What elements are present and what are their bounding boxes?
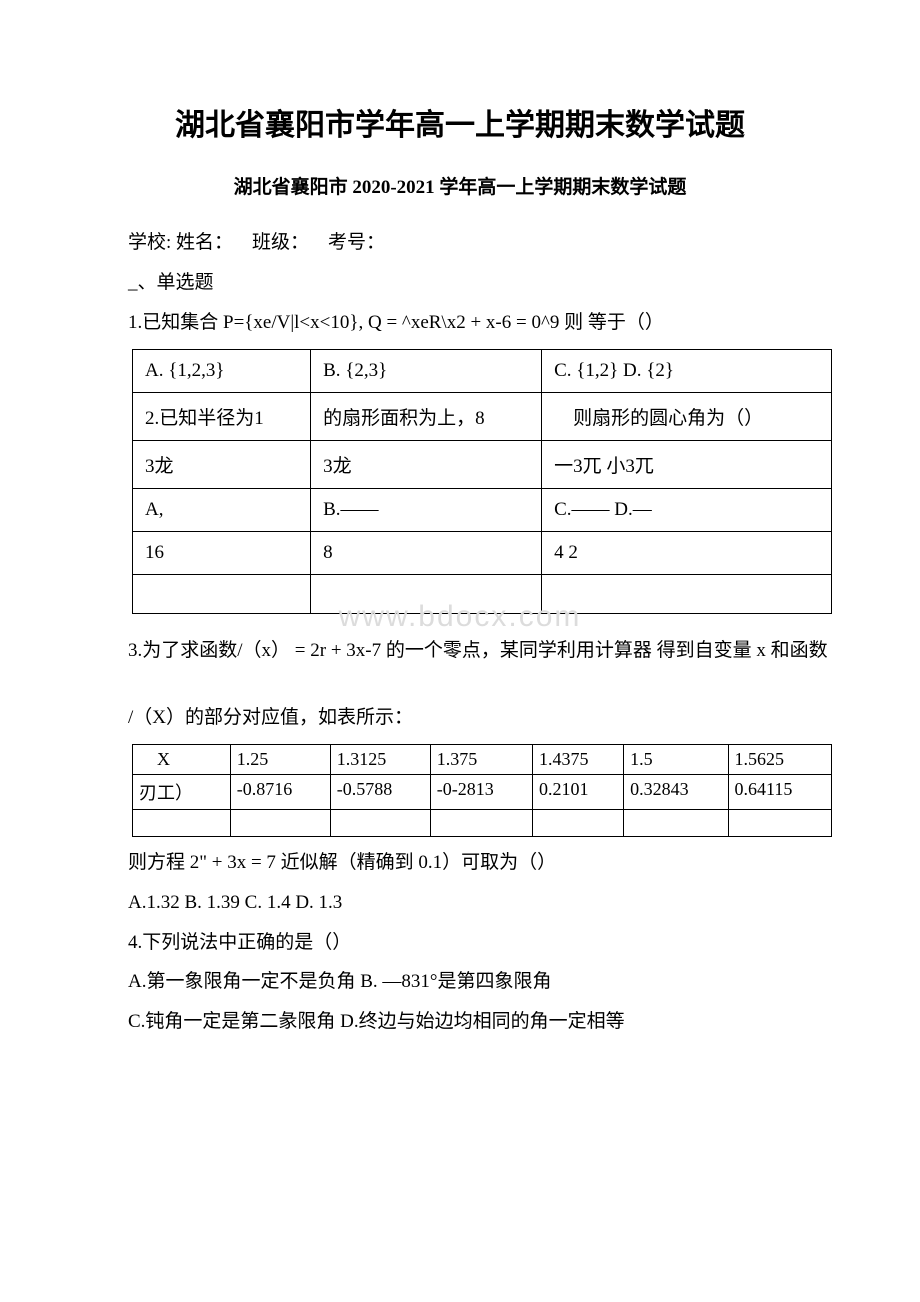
cell: 的扇形面积为上，8 [311, 392, 542, 440]
cell: C. {1,2} D. {2} [542, 349, 832, 392]
cell: -0-2813 [430, 774, 532, 809]
cell: 1.25 [230, 744, 330, 774]
table-1: A. {1,2,3} B. {2,3} C. {1,2} D. {2} 2.已知… [132, 349, 832, 614]
question-3a: 3.为了求函数/（x） = 2r + 3x-7 的一个零点，某同学利用计算器 得… [90, 634, 830, 668]
cell: 1.5 [624, 744, 728, 774]
cell: 1.3125 [330, 744, 430, 774]
cell: 2.已知半径为1 [133, 392, 311, 440]
table-row: A, B.—— C.—— D.— [133, 488, 832, 531]
cell: 3龙 [311, 440, 542, 488]
table-row [133, 809, 832, 836]
table-row: A. {1,2,3} B. {2,3} C. {1,2} D. {2} [133, 349, 832, 392]
cell: 4 2 [542, 531, 832, 574]
cell [330, 809, 430, 836]
table-row: X 1.25 1.3125 1.375 1.4375 1.5 1.5625 [133, 744, 832, 774]
page-subtitle: 湖北省襄阳市 2020-2021 学年高一上学期期末数学试题 [90, 172, 830, 199]
cell: -0.5788 [330, 774, 430, 809]
cell: X [133, 744, 231, 774]
cell: 一3兀 小3兀 [542, 440, 832, 488]
cell: 1.5625 [728, 744, 831, 774]
cell [133, 809, 231, 836]
cell: A, [133, 488, 311, 531]
cell: B.—— [311, 488, 542, 531]
question-3c: 则方程 2" + 3x = 7 近似解（精确到 0.1）可取为（） [90, 843, 830, 883]
table-2: X 1.25 1.3125 1.375 1.4375 1.5 1.5625 刃工… [132, 744, 832, 837]
cell: 1.4375 [532, 744, 623, 774]
cell [230, 809, 330, 836]
cell: B. {2,3} [311, 349, 542, 392]
question-4c: C.钝角一定是第二彖限角 D.终边与始边均相同的角一定相等 [90, 1002, 830, 1042]
cell [532, 809, 623, 836]
cell: A. {1,2,3} [133, 349, 311, 392]
question-4b: A.第一象限角一定不是负角 B. —831°是第四象限角 [90, 962, 830, 1002]
cell: -0.8716 [230, 774, 330, 809]
table-row: 16 8 4 2 [133, 531, 832, 574]
page-title: 湖北省襄阳市学年高一上学期期末数学试题 [90, 100, 830, 144]
cell: 8 [311, 531, 542, 574]
question-4a: 4.下列说法中正确的是（） [90, 923, 830, 963]
cell: 0.32843 [624, 774, 728, 809]
cell: 16 [133, 531, 311, 574]
cell: C.—— D.— [542, 488, 832, 531]
question-1: 1.已知集合 P={xe/V|l<x<10}, Q = ^xeR\x2 + x-… [90, 303, 830, 343]
cell [624, 809, 728, 836]
cell [430, 809, 532, 836]
question-3b: /（X）的部分对应值，如表所示： [90, 698, 830, 738]
question-3d: A.1.32 B. 1.39 C. 1.4 D. 1.3 [90, 883, 830, 923]
info-line: 学校: 姓名： 班级： 考号： [90, 223, 830, 263]
table-row: 2.已知半径为1 的扇形面积为上，8 则扇形的圆心角为（） [133, 392, 832, 440]
cell: 0.2101 [532, 774, 623, 809]
cell: 则扇形的圆心角为（） [542, 392, 832, 440]
cell: 3龙 [133, 440, 311, 488]
table-row: 刃工） -0.8716 -0.5788 -0-2813 0.2101 0.328… [133, 774, 832, 809]
cell: 刃工） [133, 774, 231, 809]
cell [728, 809, 831, 836]
watermark: www.bdocx.com [90, 600, 830, 634]
cell: 1.375 [430, 744, 532, 774]
cell: 0.64115 [728, 774, 831, 809]
section-heading: _、单选题 [90, 263, 830, 303]
table-row: 3龙 3龙 一3兀 小3兀 [133, 440, 832, 488]
